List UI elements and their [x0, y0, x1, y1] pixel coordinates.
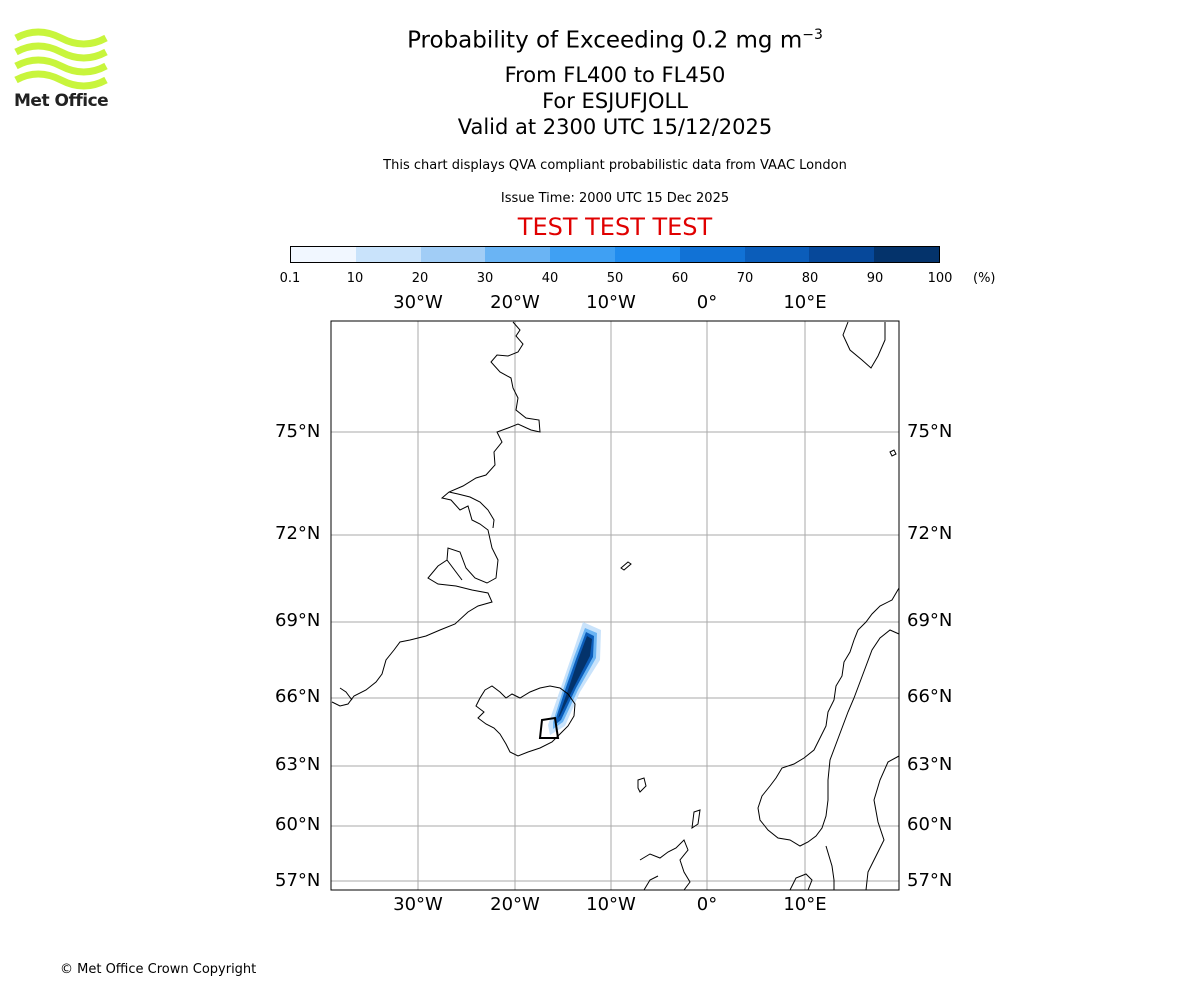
lon-label-top: 30°W — [393, 292, 443, 313]
issue-time: Issue Time: 2000 UTC 15 Dec 2025 — [500, 191, 730, 206]
colorbar-segment — [550, 247, 615, 262]
colorbar-segment — [355, 247, 421, 262]
greenland-fjord-3 — [339, 687, 353, 701]
map-background — [331, 321, 899, 890]
colorbar-segment — [485, 247, 551, 262]
test-banner: TEST TEST TEST — [517, 213, 713, 241]
greenland-coastline — [331, 321, 541, 707]
probability-colorbar — [290, 246, 940, 263]
colorbar-tick-label: 50 — [606, 271, 624, 286]
svalbard-coastline — [842, 321, 886, 369]
volcano-name: For ESJUFJOLL — [542, 89, 688, 113]
lat-label-right: 75°N — [907, 421, 953, 442]
colorbar-segment — [420, 247, 486, 262]
colorbar-tick-label: 70 — [736, 271, 754, 286]
colorbar-unit: (%) — [973, 271, 996, 286]
lat-label-right: 66°N — [907, 686, 953, 707]
lon-label-top: 10°W — [586, 292, 636, 313]
vatnajokull-outline — [538, 716, 560, 739]
colorbar-segment — [874, 247, 939, 262]
colorbar-tick-label: 30 — [476, 271, 494, 286]
bear-island-coastline — [889, 449, 897, 457]
lon-label-bottom: 10°W — [586, 894, 636, 915]
colorbar-segment — [291, 247, 356, 262]
lon-label-bottom: 10°E — [783, 894, 827, 915]
flight-level-range: From FL400 to FL450 — [504, 63, 726, 87]
denmark-coastline — [789, 873, 813, 891]
lon-label-bottom: 30°W — [393, 894, 443, 915]
chart-title-main: Probability of Exceeding 0.2 mg m — [407, 27, 803, 54]
scotland-coastline — [639, 839, 691, 891]
lat-label-left: 75°N — [275, 421, 321, 442]
lon-label-top: 0° — [696, 292, 718, 313]
greenland-fjord-1 — [448, 491, 495, 529]
lat-label-left: 69°N — [275, 610, 321, 631]
lat-label-left: 57°N — [275, 870, 321, 891]
lon-label-bottom: 0° — [696, 894, 718, 915]
plume-band-90-100 — [558, 636, 592, 718]
lat-label-right: 63°N — [907, 754, 953, 775]
lat-label-right: 57°N — [907, 870, 953, 891]
copyright-notice: © Met Office Crown Copyright — [60, 962, 257, 977]
coastlines — [331, 321, 900, 891]
map-gridlines — [331, 321, 899, 890]
norway-coastline — [757, 587, 900, 847]
colorbar-tick-label: 10 — [346, 271, 364, 286]
colorbar-tick-label: 100 — [927, 271, 953, 286]
colorbar-segment — [809, 247, 875, 262]
colorbar-tick-label: 0.1 — [279, 271, 301, 286]
sweden-coastline — [865, 755, 900, 891]
lat-label-right: 69°N — [907, 610, 953, 631]
lon-label-top: 10°E — [783, 292, 827, 313]
logo-text: Met Office — [14, 91, 109, 111]
colorbar-tick-label: 80 — [801, 271, 819, 286]
lat-label-left: 72°N — [275, 523, 321, 544]
lon-label-bottom: 20°W — [490, 894, 540, 915]
lat-label-left: 63°N — [275, 754, 321, 775]
colorbar-tick-label: 60 — [671, 271, 689, 286]
chart-title: Probability of Exceeding 0.2 mg m−3 — [0, 27, 1200, 54]
colorbar-segment — [744, 247, 810, 262]
faroe-islands-coastline — [637, 777, 647, 793]
scandinavia-interior-border — [825, 845, 835, 890]
colorbar-tick-label: 40 — [541, 271, 559, 286]
lat-label-left: 60°N — [275, 814, 321, 835]
map-frame — [330, 320, 900, 891]
colorbar-tick-label: 20 — [411, 271, 429, 286]
lat-label-right: 72°N — [907, 523, 953, 544]
chart-title-superscript: −3 — [802, 27, 823, 43]
valid-time: Valid at 2300 UTC 15/12/2025 — [457, 115, 773, 139]
iceland-coastline — [475, 685, 576, 757]
greenland-fjord-2 — [446, 559, 463, 581]
colorbar-tick-label: 90 — [866, 271, 884, 286]
lat-label-left: 66°N — [275, 686, 321, 707]
jan-mayen-coastline — [620, 561, 632, 571]
colorbar-segment — [679, 247, 745, 262]
ash-plume — [548, 622, 601, 735]
met-office-logo-icon — [14, 28, 108, 90]
lon-label-top: 20°W — [490, 292, 540, 313]
colorbar-segment — [614, 247, 680, 262]
shetland-coastline — [691, 809, 701, 830]
chart-subtitle: This chart displays QVA compliant probab… — [383, 158, 847, 173]
lat-label-right: 60°N — [907, 814, 953, 835]
